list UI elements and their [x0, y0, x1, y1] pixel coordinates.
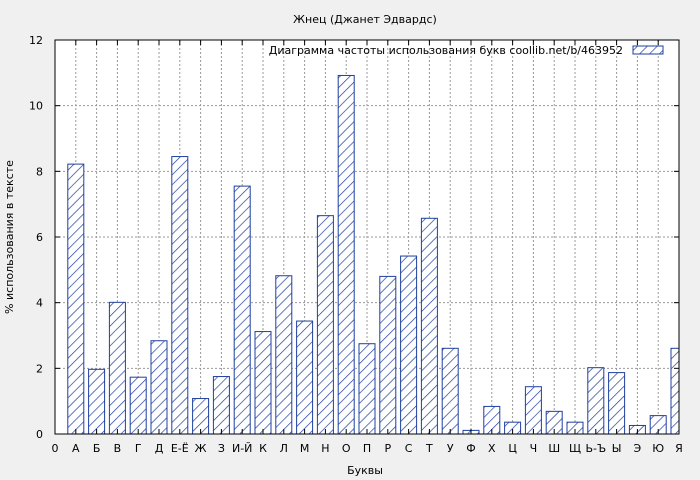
bar-Р [379, 275, 397, 435]
x-tick-label: О [342, 442, 351, 455]
x-axis: 0 А Б В Г Д Е-Ё Ж З И-Й К Л М Н О П Р С Т У Ф Х Ц Ч Ш Щ Ь-Ъ Ы Э Ю Я [52, 40, 683, 455]
bar-Т [420, 217, 438, 435]
x-tick-label: Ш [548, 442, 560, 455]
x-tick-label: Х [488, 442, 496, 455]
x-tick-label: Г [135, 442, 142, 455]
bars [67, 74, 680, 435]
bar-Ж [192, 398, 210, 435]
x-tick-label: Ц [508, 442, 517, 455]
legend-label: Диаграмма частоты использования букв coo… [269, 44, 623, 57]
x-tick-label: 0 [52, 442, 59, 455]
x-tick-label: П [363, 442, 371, 455]
x-tick-label: Т [425, 442, 433, 455]
y-tick-label: 4 [36, 297, 43, 310]
bar-К [254, 331, 272, 435]
y-tick-label: 0 [36, 428, 43, 441]
bar-И-Й [233, 185, 251, 435]
bar-С [400, 255, 418, 435]
bar-Л [275, 275, 293, 435]
x-tick-label: Л [280, 442, 288, 455]
x-tick-label: Б [93, 442, 101, 455]
x-tick-label: Н [321, 442, 329, 455]
x-tick-label: Е-Ё [171, 442, 189, 455]
x-tick-label: К [259, 442, 267, 455]
chart-title: Жнец (Джанет Эдвардс) [293, 13, 437, 26]
bar-З [212, 376, 230, 435]
bar-О [337, 74, 355, 435]
legend-swatch [632, 45, 664, 55]
bar-Ь-Ъ [587, 367, 605, 435]
x-tick-label: В [114, 442, 122, 455]
x-tick-label: М [300, 442, 310, 455]
y-tick-label: 8 [36, 165, 43, 178]
x-tick-label: У [447, 442, 454, 455]
x-tick-label: А [72, 442, 80, 455]
bar-Я [670, 347, 680, 435]
x-tick-label: З [218, 442, 225, 455]
x-tick-label: Ж [195, 442, 207, 455]
bar-П [358, 343, 376, 435]
bar-Ы [608, 372, 626, 435]
bar-У [441, 347, 459, 435]
x-tick-label: Ч [530, 442, 538, 455]
x-tick-label: Р [384, 442, 391, 455]
bar-Д [150, 340, 168, 435]
y-axis-label: % использования в тексте [3, 160, 16, 314]
x-tick-label: Ю [652, 442, 664, 455]
bar-М [296, 320, 314, 435]
x-tick-label: Ь-Ъ [585, 442, 606, 455]
bar-В [108, 301, 126, 435]
y-tick-label: 10 [29, 100, 43, 113]
x-axis-label: Буквы [347, 464, 383, 477]
x-tick-label: С [405, 442, 413, 455]
bar-Е-Ё [171, 156, 189, 435]
bar-Ч [524, 386, 542, 435]
x-tick-label: Ф [466, 442, 475, 455]
x-tick-label: Д [155, 442, 164, 455]
bar-Г [129, 376, 147, 435]
bar-А [67, 163, 85, 435]
x-tick-label: Я [675, 442, 683, 455]
x-tick-label: Ы [612, 442, 622, 455]
y-tick-label: 12 [29, 34, 43, 47]
legend: Диаграмма частоты использования букв coo… [269, 44, 664, 57]
x-tick-label: Э [634, 442, 642, 455]
y-axis: 0 2 4 6 8 10 12 [29, 34, 679, 441]
y-tick-label: 2 [36, 362, 43, 375]
x-tick-label: Щ [569, 442, 581, 455]
y-tick-label: 6 [36, 231, 43, 244]
bar-Н [316, 215, 334, 435]
bar-Б [88, 368, 106, 435]
x-tick-label: И-Й [232, 442, 252, 455]
